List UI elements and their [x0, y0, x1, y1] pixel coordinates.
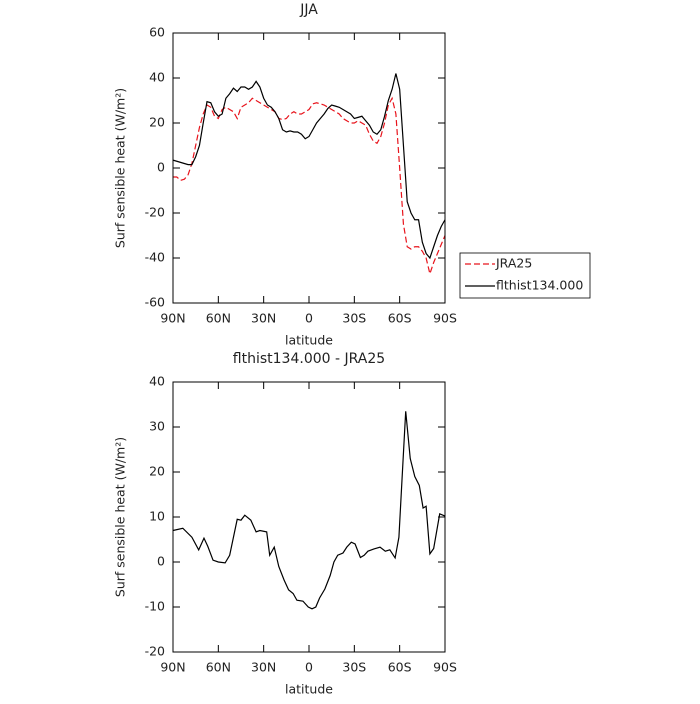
x-tick-label: 60N — [206, 660, 231, 675]
y-tick-label: 0 — [157, 160, 165, 175]
x-tick-label: 60S — [388, 311, 412, 326]
x-tick-label: 60S — [388, 660, 412, 675]
y-tick-label: 0 — [157, 554, 165, 569]
legend-label: flthist134.000 — [496, 278, 583, 293]
y-tick-label: 40 — [149, 70, 165, 85]
y-tick-label: -40 — [145, 250, 165, 265]
y-tick-label: -20 — [145, 205, 165, 220]
y-axis-label: Surf sensible heat (W/m²) — [113, 88, 128, 248]
y-axis-label: Surf sensible heat (W/m²) — [113, 437, 128, 597]
x-tick-label: 30N — [251, 311, 276, 326]
x-tick-label: 90N — [160, 311, 185, 326]
x-tick-label: 0 — [305, 660, 313, 675]
x-tick-label: 0 — [305, 311, 313, 326]
y-tick-label: -20 — [145, 644, 165, 659]
y-tick-label: 40 — [149, 374, 165, 389]
chart-title: flthist134.000 - JRA25 — [233, 351, 385, 367]
x-tick-label: 90S — [433, 660, 457, 675]
data-line — [173, 96, 446, 276]
y-tick-label: 10 — [149, 509, 165, 524]
chart-title: JJA — [299, 2, 318, 18]
plot-frame — [172, 32, 446, 304]
y-tick-label: -60 — [145, 295, 165, 310]
y-tick-label: 20 — [149, 464, 165, 479]
x-axis-label: latitude — [285, 333, 333, 348]
x-tick-label: 90N — [160, 660, 185, 675]
data-line — [172, 411, 446, 610]
x-axis-label: latitude — [285, 682, 333, 697]
x-tick-label: 90S — [433, 311, 457, 326]
legend-box — [459, 252, 591, 299]
y-tick-label: 20 — [149, 115, 165, 130]
plot-frame — [172, 381, 446, 653]
y-tick-label: 60 — [149, 25, 165, 40]
legend-label: JRA25 — [495, 256, 532, 271]
data-line — [172, 73, 446, 260]
x-tick-label: 60N — [206, 311, 231, 326]
x-tick-label: 30S — [342, 660, 366, 675]
x-tick-label: 30S — [342, 311, 366, 326]
x-tick-label: 30N — [251, 660, 276, 675]
y-tick-label: 30 — [149, 419, 165, 434]
y-tick-label: -10 — [145, 599, 165, 614]
